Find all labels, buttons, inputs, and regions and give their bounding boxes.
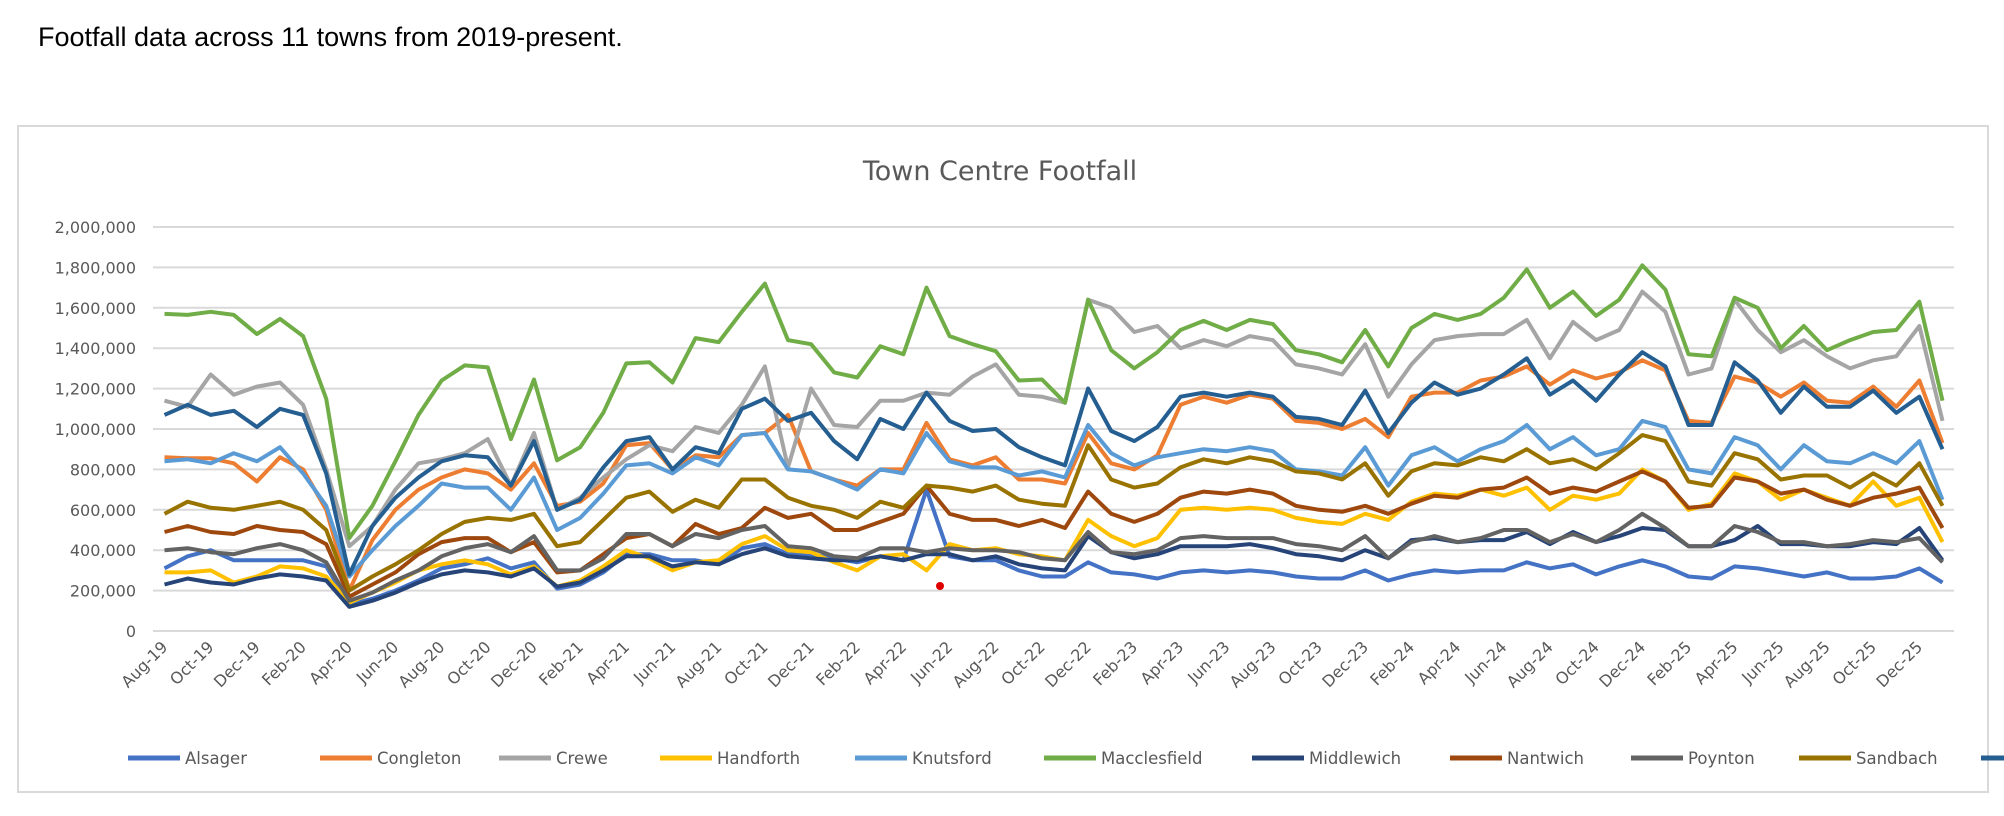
- y-tick-label: 1,800,000: [55, 258, 136, 277]
- x-tick-label: Aug-21: [672, 637, 726, 691]
- legend-item-crewe[interactable]: Crewe: [499, 749, 608, 768]
- series-lines: [163, 263, 1945, 609]
- legend-label: Macclesfield: [1101, 749, 1202, 768]
- x-tick-label: Oct-24: [1551, 637, 1602, 688]
- x-tick-label: Dec-25: [1872, 637, 1926, 691]
- legend: Alsager Congleton Crewe Handforth Knutsford M…: [128, 749, 2004, 768]
- series-line-knutsford: [164, 418, 1945, 579]
- series-line-sandbach: [163, 433, 1945, 593]
- y-tick-label: 600,000: [70, 501, 136, 520]
- x-tick-label: Jun-23: [1183, 637, 1233, 687]
- x-tick-label: Aug-24: [1503, 637, 1557, 691]
- chart-title: Town Centre Footfall: [862, 156, 1137, 187]
- x-tick-label: Apr-25: [1691, 637, 1742, 688]
- x-tick-label: Jun-22: [906, 637, 956, 687]
- x-tick-label: Feb-25: [1643, 637, 1695, 689]
- x-tick-label: Feb-24: [1366, 637, 1418, 689]
- series-line-middlewich: [163, 524, 1945, 609]
- legend-item-middlewich[interactable]: Middlewich: [1252, 749, 1401, 768]
- x-tick-label: Aug-23: [1226, 637, 1280, 691]
- x-tick-label: Jun-25: [1737, 637, 1787, 687]
- series-line-nantwich: [163, 469, 1945, 599]
- series-line-crewe: [163, 289, 1945, 549]
- legend-label: Nantwich: [1507, 749, 1584, 768]
- legend-label: Handforth: [717, 749, 800, 768]
- y-tick-label: 0: [126, 622, 136, 641]
- x-tick-label: Jun-20: [352, 637, 402, 687]
- series-line-macclesfield: [164, 263, 1945, 541]
- x-tick-label: Dec-21: [764, 637, 818, 691]
- x-tick-label: Dec-24: [1595, 637, 1649, 691]
- x-tick-label: Oct-22: [997, 637, 1048, 688]
- series-line-wilmslow: [163, 350, 1945, 577]
- red-dot-marker: [936, 582, 944, 590]
- x-tick-label: Oct-20: [443, 637, 494, 688]
- legend-item-poynton[interactable]: Poynton: [1631, 749, 1755, 768]
- x-tick-label: Dec-22: [1041, 637, 1095, 691]
- x-tick-label: Jun-24: [1460, 637, 1510, 687]
- x-tick-label: Dec-19: [210, 637, 264, 691]
- x-axis: Aug-19Oct-19Dec-19Feb-20Apr-20Jun-20Aug-…: [117, 637, 1926, 691]
- legend-item-nantwich[interactable]: Nantwich: [1450, 749, 1584, 768]
- legend-label: Poynton: [1688, 749, 1755, 768]
- legend-label: Crewe: [556, 749, 608, 768]
- x-tick-label: Oct-25: [1829, 637, 1880, 688]
- y-tick-label: 1,200,000: [55, 380, 136, 399]
- y-tick-label: 200,000: [70, 582, 136, 601]
- series-line-congleton: [164, 358, 1945, 593]
- x-tick-label: Aug-22: [949, 637, 1003, 691]
- x-tick-label: Apr-22: [859, 637, 910, 688]
- x-tick-label: Apr-24: [1414, 637, 1465, 688]
- legend-label: Knutsford: [912, 749, 992, 768]
- y-tick-label: 1,600,000: [55, 299, 136, 318]
- legend-item-knutsford[interactable]: Knutsford: [855, 749, 992, 768]
- legend-item-handforth[interactable]: Handforth: [660, 749, 800, 768]
- legend-item-congleton[interactable]: Congleton: [320, 749, 461, 768]
- legend-item-sandbach[interactable]: Sandbach: [1799, 749, 1938, 768]
- x-tick-label: Jun-21: [629, 637, 679, 687]
- y-tick-label: 1,400,000: [55, 339, 136, 358]
- y-tick-label: 800,000: [70, 460, 136, 479]
- chart-container: [17, 125, 1989, 793]
- legend-item-macclesfield[interactable]: Macclesfield: [1044, 749, 1202, 768]
- x-tick-label: Feb-22: [812, 637, 864, 689]
- x-tick-label: Oct-19: [166, 637, 217, 688]
- legend-label: Alsager: [185, 749, 247, 768]
- x-tick-label: Apr-23: [1137, 637, 1188, 688]
- y-tick-label: 400,000: [70, 541, 136, 560]
- x-tick-label: Apr-21: [582, 637, 633, 688]
- x-tick-label: Oct-21: [720, 637, 771, 688]
- x-tick-label: Feb-20: [258, 637, 310, 689]
- legend-item-alsager[interactable]: Alsager: [128, 749, 247, 768]
- x-tick-label: Oct-23: [1274, 637, 1325, 688]
- x-tick-label: Dec-23: [1318, 637, 1372, 691]
- series-line-poynton: [164, 511, 1944, 603]
- y-axis: 0 200,000 400,000 600,000 800,000 1,000,000 1,…: [55, 218, 136, 641]
- page-heading: Footfall data across 11 towns from 2019-…: [38, 22, 623, 52]
- x-tick-label: Apr-20: [305, 637, 356, 688]
- legend-label: Middlewich: [1309, 749, 1401, 768]
- legend-label: Sandbach: [1856, 749, 1938, 768]
- x-tick-label: Feb-23: [1089, 637, 1141, 689]
- legend-label: Congleton: [377, 749, 461, 768]
- y-tick-label: 2,000,000: [55, 218, 136, 237]
- y-tick-label: 1,000,000: [55, 420, 136, 439]
- series-line-alsager: [163, 487, 1944, 607]
- x-tick-label: Aug-20: [394, 637, 448, 691]
- x-tick-label: Dec-20: [487, 637, 541, 691]
- x-tick-label: Feb-21: [535, 637, 587, 689]
- x-tick-label: Aug-25: [1780, 637, 1834, 691]
- x-tick-label: Aug-19: [117, 637, 171, 691]
- legend-item-wilmslow[interactable]: Wilmslow: [1981, 749, 2004, 768]
